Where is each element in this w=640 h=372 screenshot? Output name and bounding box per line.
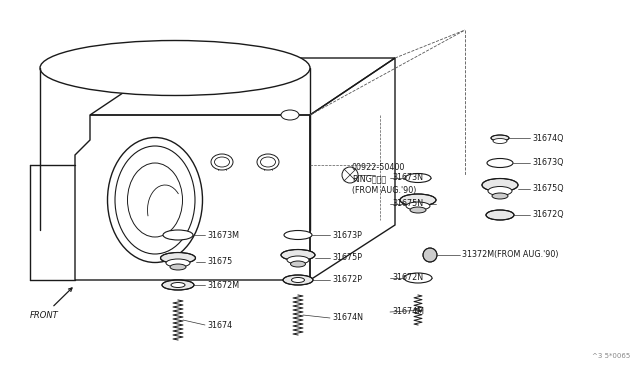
- Ellipse shape: [291, 261, 305, 267]
- Text: 31673Q: 31673Q: [532, 158, 563, 167]
- Ellipse shape: [291, 278, 305, 282]
- Text: 31675: 31675: [207, 257, 232, 266]
- Ellipse shape: [108, 138, 202, 263]
- Ellipse shape: [410, 207, 426, 213]
- Ellipse shape: [493, 138, 507, 144]
- Text: 31672Q: 31672Q: [532, 211, 564, 219]
- Ellipse shape: [163, 230, 193, 240]
- Ellipse shape: [170, 264, 186, 270]
- Text: 31673N: 31673N: [392, 173, 423, 183]
- Ellipse shape: [491, 135, 509, 141]
- Ellipse shape: [127, 163, 182, 237]
- Ellipse shape: [488, 186, 512, 196]
- Text: 31672P: 31672P: [332, 276, 362, 285]
- Text: 31372M(FROM AUG.'90): 31372M(FROM AUG.'90): [462, 250, 559, 260]
- Ellipse shape: [115, 146, 195, 254]
- Text: 31672N: 31672N: [392, 273, 423, 282]
- Text: 31673M: 31673M: [207, 231, 239, 240]
- Text: 31674Q: 31674Q: [532, 134, 563, 142]
- Ellipse shape: [260, 157, 275, 167]
- Ellipse shape: [405, 173, 431, 183]
- Ellipse shape: [486, 210, 514, 220]
- Ellipse shape: [281, 250, 315, 260]
- Ellipse shape: [40, 41, 310, 96]
- Ellipse shape: [287, 256, 309, 264]
- Ellipse shape: [284, 231, 312, 240]
- Text: RINGリング: RINGリング: [352, 174, 386, 183]
- Ellipse shape: [257, 154, 279, 170]
- Text: 31673P: 31673P: [332, 231, 362, 240]
- Ellipse shape: [482, 179, 518, 192]
- Text: ^3 5*0065: ^3 5*0065: [592, 353, 630, 359]
- Text: 31672M: 31672M: [207, 280, 239, 289]
- Text: 31674N: 31674N: [332, 314, 363, 323]
- Ellipse shape: [487, 158, 513, 167]
- Text: 00922-50400: 00922-50400: [352, 164, 405, 173]
- Ellipse shape: [492, 193, 508, 199]
- Text: FRONT: FRONT: [30, 288, 72, 320]
- Ellipse shape: [214, 157, 230, 167]
- Text: 31675P: 31675P: [332, 253, 362, 263]
- Ellipse shape: [283, 275, 313, 285]
- Text: 31674M: 31674M: [392, 308, 424, 317]
- Ellipse shape: [162, 280, 194, 290]
- Text: 31674: 31674: [207, 321, 232, 330]
- Text: (FROM AUG.'90): (FROM AUG.'90): [352, 186, 417, 195]
- Ellipse shape: [406, 202, 430, 210]
- Ellipse shape: [161, 253, 195, 263]
- Ellipse shape: [166, 259, 190, 267]
- Ellipse shape: [400, 194, 436, 206]
- Ellipse shape: [211, 154, 233, 170]
- Text: 31675Q: 31675Q: [532, 185, 564, 193]
- Ellipse shape: [404, 273, 432, 283]
- Circle shape: [423, 248, 437, 262]
- Ellipse shape: [171, 282, 185, 288]
- Text: 31675N: 31675N: [392, 199, 423, 208]
- Ellipse shape: [281, 110, 299, 120]
